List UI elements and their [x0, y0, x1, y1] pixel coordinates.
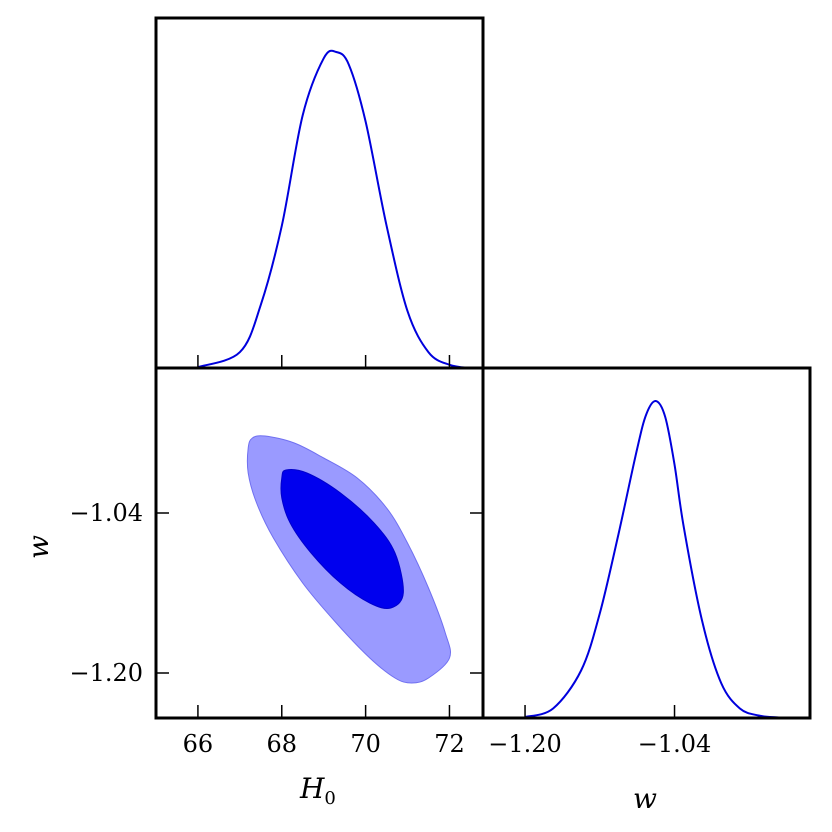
w-marginal-x-tick-label: −1.04: [638, 730, 712, 758]
w-marginal-panel: −1.20 −1.04 w: [481, 366, 812, 815]
y-axis-label-w: w: [22, 535, 55, 559]
w-h0-contour-panel: 66 68 70 72 −1.20 −1.04 H0 w: [22, 366, 485, 809]
h0-marginal-panel: [154, 16, 485, 370]
h0-marginal-frame: [154, 16, 485, 370]
x-axis-label-w: w: [633, 782, 657, 815]
w-marginal-x-tick-label: −1.20: [488, 730, 562, 758]
contour-x-tick-label: 72: [434, 730, 465, 758]
x-axis-label-h0-main: H: [299, 772, 325, 805]
contour-y-tick-label: −1.04: [69, 499, 143, 527]
x-axis-label-h0: H0: [299, 772, 336, 809]
inner-confidence-region: [280, 469, 404, 610]
contour-x-tick-label: 70: [350, 730, 381, 758]
h0-marginal-curve: [197, 49, 471, 369]
contour-x-tick-label: 68: [266, 730, 297, 758]
w-marginal-frame: [481, 366, 812, 720]
w-marginal-curve: [524, 400, 806, 719]
x-axis-label-h0-subscript: 0: [324, 788, 335, 809]
contour-y-tick-label: −1.20: [69, 659, 143, 687]
contour-x-tick-label: 66: [183, 730, 214, 758]
